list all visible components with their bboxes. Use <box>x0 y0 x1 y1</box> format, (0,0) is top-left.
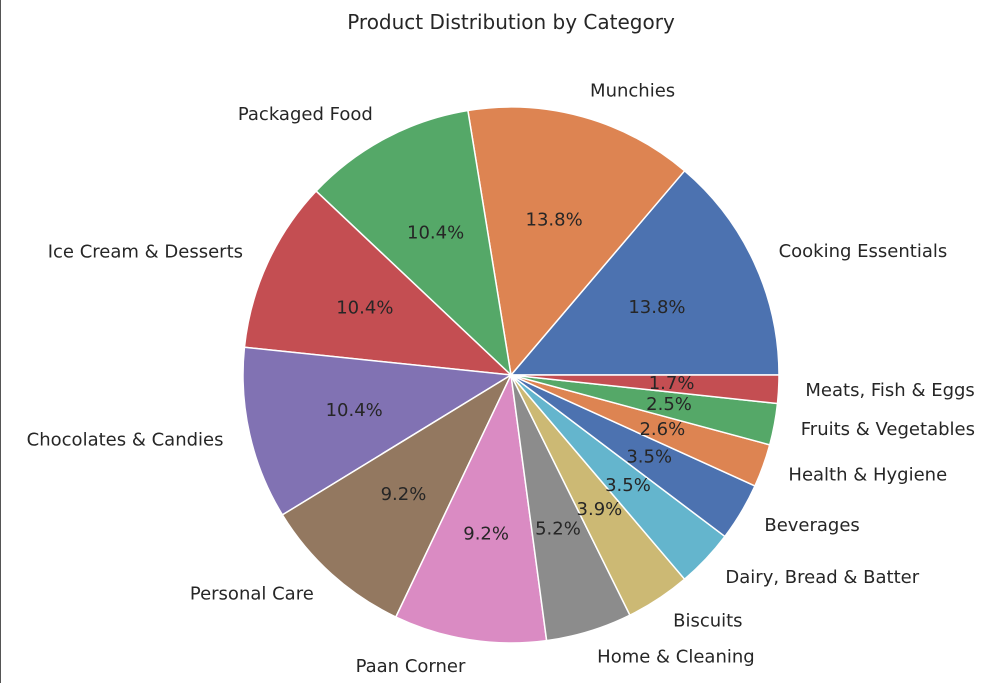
slice-label-beverages: Beverages <box>764 515 859 536</box>
pie-slice-chocolates-and-candies <box>242 346 512 516</box>
slice-label-munchies: Munchies <box>590 81 675 102</box>
slice-percent-meats-fish-and-eggs: 1.7% <box>649 373 695 394</box>
slice-percent-paan-corner: 9.2% <box>463 523 509 544</box>
pie-slice-personal-care <box>281 374 512 618</box>
slice-percent-fruits-and-vegetables: 2.5% <box>646 394 692 415</box>
slice-label-chocolates-and-candies: Chocolates & Candies <box>27 430 224 451</box>
slice-label-ice-cream-and-desserts: Ice Cream & Desserts <box>48 242 243 263</box>
slice-label-biscuits: Biscuits <box>673 611 742 632</box>
slice-percent-packaged-food: 10.4% <box>407 222 464 243</box>
slice-percent-dairy-bread-and-batter: 3.5% <box>605 475 651 496</box>
pie-slice-ice-cream-and-desserts <box>243 190 512 376</box>
slice-label-home-and-cleaning: Home & Cleaning <box>597 646 755 667</box>
slice-percent-biscuits: 3.9% <box>577 499 623 520</box>
pie-slice-cooking-essentials <box>510 170 780 376</box>
pie-slice-munchies <box>467 106 686 376</box>
labels-layer: Cooking Essentials 13.8% Munchies 13.8% Pack… <box>27 81 975 677</box>
slice-label-cooking-essentials: Cooking Essentials <box>779 241 948 262</box>
slice-percent-chocolates-and-candies: 10.4% <box>326 400 383 421</box>
pie-slice-meats-fish-and-eggs <box>510 374 780 405</box>
slice-percent-beverages: 3.5% <box>626 447 672 468</box>
chart-title: Product Distribution by Category <box>347 10 675 34</box>
slices-layer <box>242 106 780 644</box>
slice-label-health-and-hygiene: Health & Hygiene <box>788 464 947 485</box>
slice-percent-personal-care: 9.2% <box>381 484 427 505</box>
slice-percent-health-and-hygiene: 2.6% <box>639 419 685 440</box>
pie-slice-packaged-food <box>315 109 512 376</box>
slice-percent-cooking-essentials: 13.8% <box>628 297 685 318</box>
slice-percent-home-and-cleaning: 5.2% <box>535 518 581 539</box>
slice-percent-ice-cream-and-desserts: 10.4% <box>336 297 393 318</box>
pie-slice-paan-corner <box>395 374 548 644</box>
slice-label-packaged-food: Packaged Food <box>238 104 373 125</box>
slice-label-meats-fish-and-eggs: Meats, Fish & Eggs <box>805 380 974 401</box>
slice-percent-munchies: 13.8% <box>526 210 583 231</box>
slice-label-fruits-and-vegetables: Fruits & Vegetables <box>801 419 975 440</box>
slice-label-paan-corner: Paan Corner <box>356 656 466 677</box>
slice-label-dairy-bread-and-batter: Dairy, Bread & Batter <box>725 567 919 588</box>
slice-label-personal-care: Personal Care <box>190 584 314 605</box>
